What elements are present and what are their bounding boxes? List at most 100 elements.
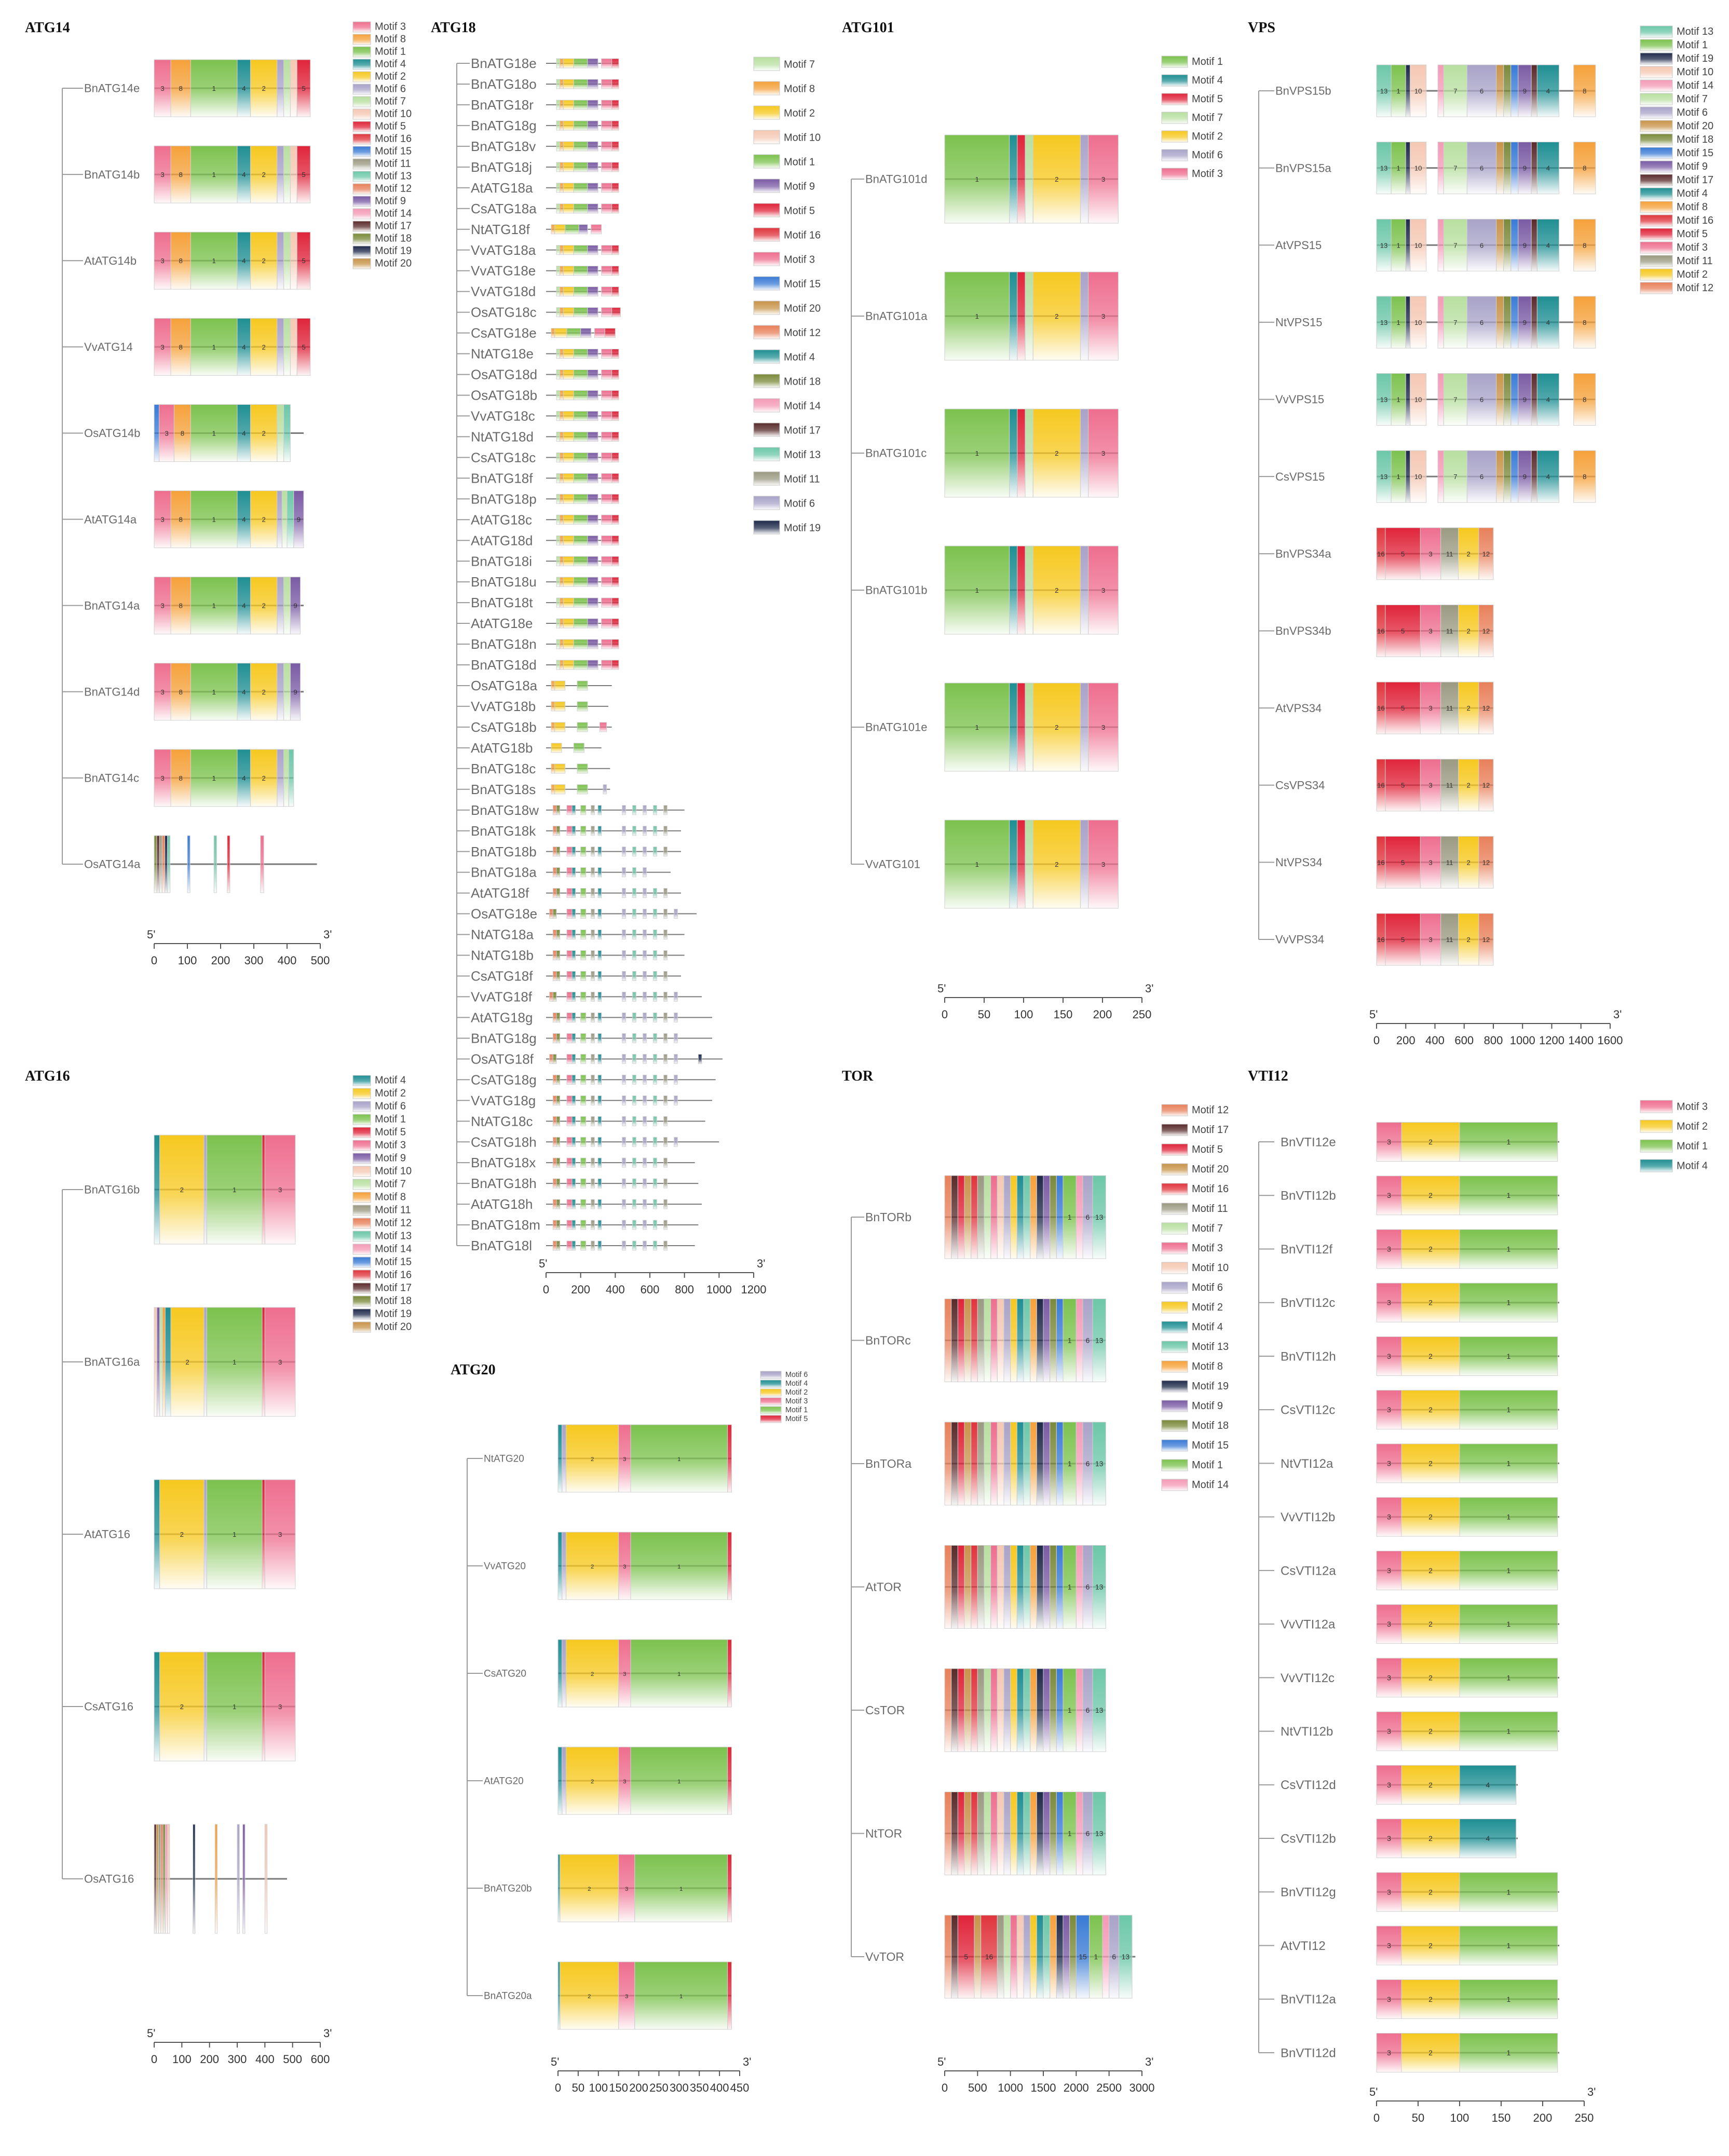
gene-row: BnATG18x [471,1155,695,1170]
motif-block [663,1157,668,1168]
motif-block [727,1532,732,1600]
motif-number: 2 [1055,175,1058,183]
gene-label: VvATG14 [84,340,133,353]
motif-block [190,231,238,290]
legend-swatch [753,349,780,364]
motif-block [283,318,291,376]
legend-swatch [1161,1222,1188,1235]
gene-label: BnATG18n [471,636,537,652]
motif-block [597,1199,602,1209]
motif-block [156,1824,159,1934]
axis-tick-label: 500 [968,2081,987,2094]
motif-block [1459,1390,1558,1430]
gene-label: NtVTI12a [1281,1457,1333,1471]
motif-block [1401,1550,1460,1590]
motif-block [573,162,588,172]
motif-block [566,1012,573,1022]
motif-block [1003,1668,1011,1752]
motif-number: 1 [1068,1213,1072,1221]
gene-label: CsATG18h [471,1134,537,1150]
motif-block [944,1175,952,1259]
gene-label: VvATG18d [471,284,536,299]
motif-block [643,909,647,919]
motif-number: 3 [160,688,164,696]
motif-number: 1 [679,1886,683,1892]
gene-row: AtATG18a [471,180,619,196]
motif-block [580,1157,587,1168]
motif-block [552,971,557,981]
motif-number: 1 [1397,165,1400,172]
phylogenetic-tree [467,1458,483,1996]
gene-label: NtVTI12b [1281,1725,1333,1739]
motif-block [1030,1668,1037,1752]
motif-number: 1 [1507,1942,1511,1950]
motif-block [154,1652,160,1762]
motif-number: 2 [1428,1620,1433,1628]
motif-block [587,100,598,110]
motif-number: 2 [262,171,266,179]
motif-block [587,245,598,255]
motif-block [556,1199,561,1209]
motif-block [154,1307,157,1417]
legend-label: Motif 3 [1192,168,1223,180]
gene-label: BnATG101b [865,584,927,597]
motif-number: 1 [1507,2049,1511,2057]
legend-swatch [1161,149,1188,161]
motif-number: 13 [1380,396,1388,404]
motif-block [1376,1122,1402,1162]
motif-block [1437,142,1444,195]
motif-block [622,1137,626,1147]
motif-number: 13 [1380,87,1388,95]
motif-block [1050,1422,1057,1506]
motif-block [571,1240,576,1251]
motif-block [653,1220,657,1230]
legend-label: Motif 19 [375,245,412,257]
gene-label: AtATG18c [471,512,532,527]
motif-block [552,867,557,878]
motif-block [566,930,573,940]
legend-swatch [1161,1420,1188,1432]
motif-block [591,1012,595,1022]
motif-block [566,867,573,878]
gene-label: AtATG14a [84,513,137,526]
motif-block [663,1074,668,1085]
motif-block [611,473,619,483]
motif-block [560,556,564,566]
legend-swatch [352,1205,371,1216]
motif-block [571,1178,576,1189]
motif-number: 3 [1101,861,1105,868]
motif-block [556,660,561,670]
motif-block [161,835,165,893]
legend-swatch [352,245,371,257]
motif-block [1009,134,1018,224]
motif-block [1405,142,1411,195]
panel-title: ATG14 [25,20,70,36]
motif-block [1088,545,1119,635]
legend-swatch [1161,1341,1188,1353]
motif-block [622,1012,626,1022]
axis-tick-label: 200 [629,2081,648,2094]
motif-block [1405,219,1411,271]
gene-label: BnATG14c [84,772,139,785]
legend-label: Motif 5 [785,1415,808,1423]
motif-block [587,162,598,172]
motif-block [587,535,598,545]
gene-row: BnATG18p [471,491,619,507]
motif-block [964,1299,972,1382]
motif-block [1030,1299,1037,1382]
gene-row: BnATG18r [471,97,619,113]
legend-label: Motif 18 [375,233,412,244]
motif-block [622,909,626,919]
legend-swatch [352,71,371,83]
gene-label: CsVTI12a [1281,1564,1336,1578]
motif-number: 13 [1095,1337,1104,1345]
motif-number: 3 [1387,1727,1391,1736]
motif-number: 1 [975,861,979,868]
motif-number: 2 [262,85,266,92]
motif-number: 5 [964,1953,968,1961]
gene-row: CsATG18e [471,325,616,341]
motif-block [290,663,301,721]
motif-block [1437,296,1444,349]
motif-block [1391,219,1406,271]
motif-block [571,991,576,1002]
